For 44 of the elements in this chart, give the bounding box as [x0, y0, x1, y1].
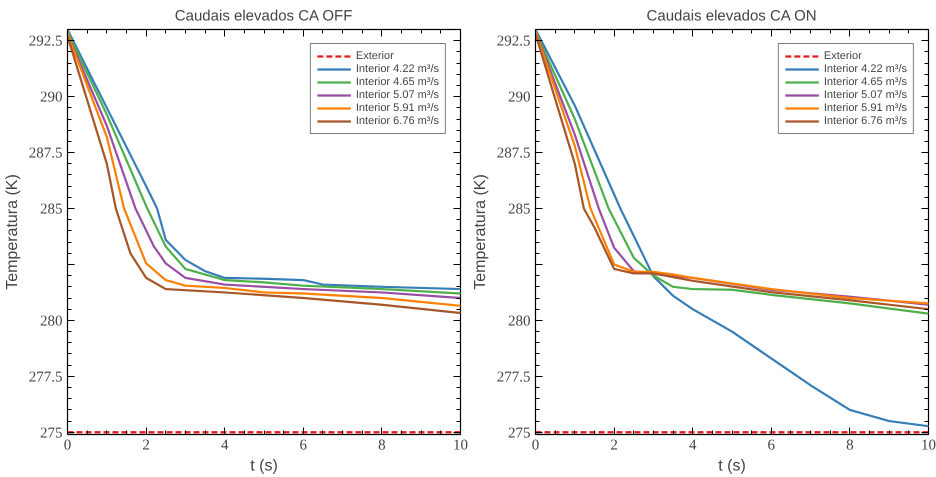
x-axis-title: t (s) [250, 458, 278, 474]
x-tick-label: 8 [846, 438, 854, 454]
x-tick-label: 6 [768, 438, 776, 454]
x-tick-label: 0 [532, 438, 540, 454]
x-tick-label: 6 [300, 438, 308, 454]
legend-label: Interior 4.65 m³/s [824, 76, 907, 88]
x-tick-label: 2 [610, 438, 618, 454]
y-tick-label: 277.5 [496, 369, 530, 386]
legend-label: Interior 5.91 m³/s [356, 102, 439, 114]
legend-label: Interior 4.22 m³/s [356, 63, 439, 75]
y-axis-title: Temperatura (K) [4, 174, 21, 290]
y-tick-label: 277.5 [28, 369, 62, 386]
chart-title: Caudais elevados CA OFF [174, 8, 352, 24]
legend-label: Exterior [824, 50, 862, 62]
x-tick-label: 4 [688, 438, 697, 454]
y-tick-label: 292.5 [496, 34, 530, 50]
y-tick-label: 287.5 [496, 146, 530, 162]
y-tick-label: 275 [40, 425, 62, 442]
y-tick-label: 290 [508, 90, 530, 106]
chart-title: Caudais elevados CA ON [646, 8, 817, 24]
y-axis-title: Temperatura (K) [472, 174, 489, 290]
y-tick-label: 280 [40, 313, 62, 330]
x-tick-label: 8 [378, 438, 386, 454]
x-tick-label: 10 [921, 438, 936, 454]
y-tick-label: 285 [508, 202, 530, 218]
y-tick-label: 290 [40, 90, 62, 106]
legend-label: Interior 5.91 m³/s [824, 102, 907, 114]
x-tick-label: 0 [64, 438, 72, 454]
x-tick-label: 10 [453, 438, 468, 454]
legend-label: Interior 5.07 m³/s [356, 89, 439, 101]
y-tick-label: 285 [40, 202, 62, 218]
x-tick-label: 4 [220, 438, 229, 454]
y-tick-label: 280 [508, 313, 530, 330]
y-tick-label: 292.5 [28, 34, 62, 50]
legend-label: Interior 6.76 m³/s [356, 115, 439, 127]
legend-label: Interior 4.22 m³/s [824, 63, 907, 75]
x-tick-label: 2 [142, 438, 150, 454]
legend-label: Exterior [356, 50, 394, 62]
x-axis-title: t (s) [718, 458, 746, 474]
y-tick-label: 275 [508, 425, 530, 442]
legend-label: Interior 6.76 m³/s [824, 115, 907, 127]
legend-label: Interior 4.65 m³/s [356, 76, 439, 88]
y-tick-label: 287.5 [28, 146, 62, 162]
legend-label: Interior 5.07 m³/s [824, 89, 907, 101]
